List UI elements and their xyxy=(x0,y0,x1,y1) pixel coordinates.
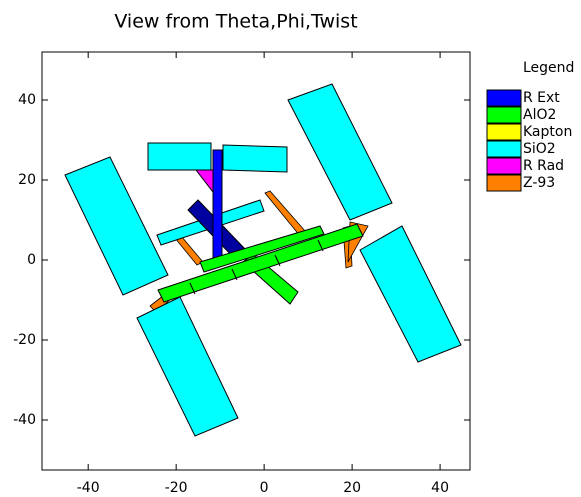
legend-swatch xyxy=(487,90,521,106)
y-tick-label: 20 xyxy=(18,172,36,188)
legend-label: R Ext xyxy=(523,90,560,106)
legend-swatch xyxy=(487,107,521,123)
legend-label: Z-93 xyxy=(523,175,555,191)
legend-swatch xyxy=(487,158,521,174)
chart-title: View from Theta,Phi,Twist xyxy=(114,11,357,33)
legend-label: Kapton xyxy=(523,124,572,140)
x-tick-label: 40 xyxy=(431,480,449,496)
x-tick-label: 0 xyxy=(260,480,269,496)
mast xyxy=(213,150,222,266)
solar-panel xyxy=(223,145,287,172)
x-tick-label: -20 xyxy=(165,480,188,496)
legend-title: Legend xyxy=(523,60,574,76)
legend-swatch xyxy=(487,141,521,157)
x-tick-label: 20 xyxy=(343,480,361,496)
y-tick-label: 0 xyxy=(27,252,36,268)
x-tick-label: -40 xyxy=(77,480,100,496)
chart: View from Theta,Phi,Twist -40 -20 0 20 40 -40… xyxy=(0,0,581,497)
legend-label: R Rad xyxy=(523,158,564,174)
legend-label: SiO2 xyxy=(523,141,556,157)
legend-label: AlO2 xyxy=(523,107,556,123)
y-tick-label: 40 xyxy=(18,92,36,108)
legend-swatch xyxy=(487,124,521,140)
y-tick-label: -40 xyxy=(13,412,36,428)
legend-swatch xyxy=(487,175,521,191)
solar-panel xyxy=(148,143,211,170)
y-tick-label: -20 xyxy=(13,332,36,348)
